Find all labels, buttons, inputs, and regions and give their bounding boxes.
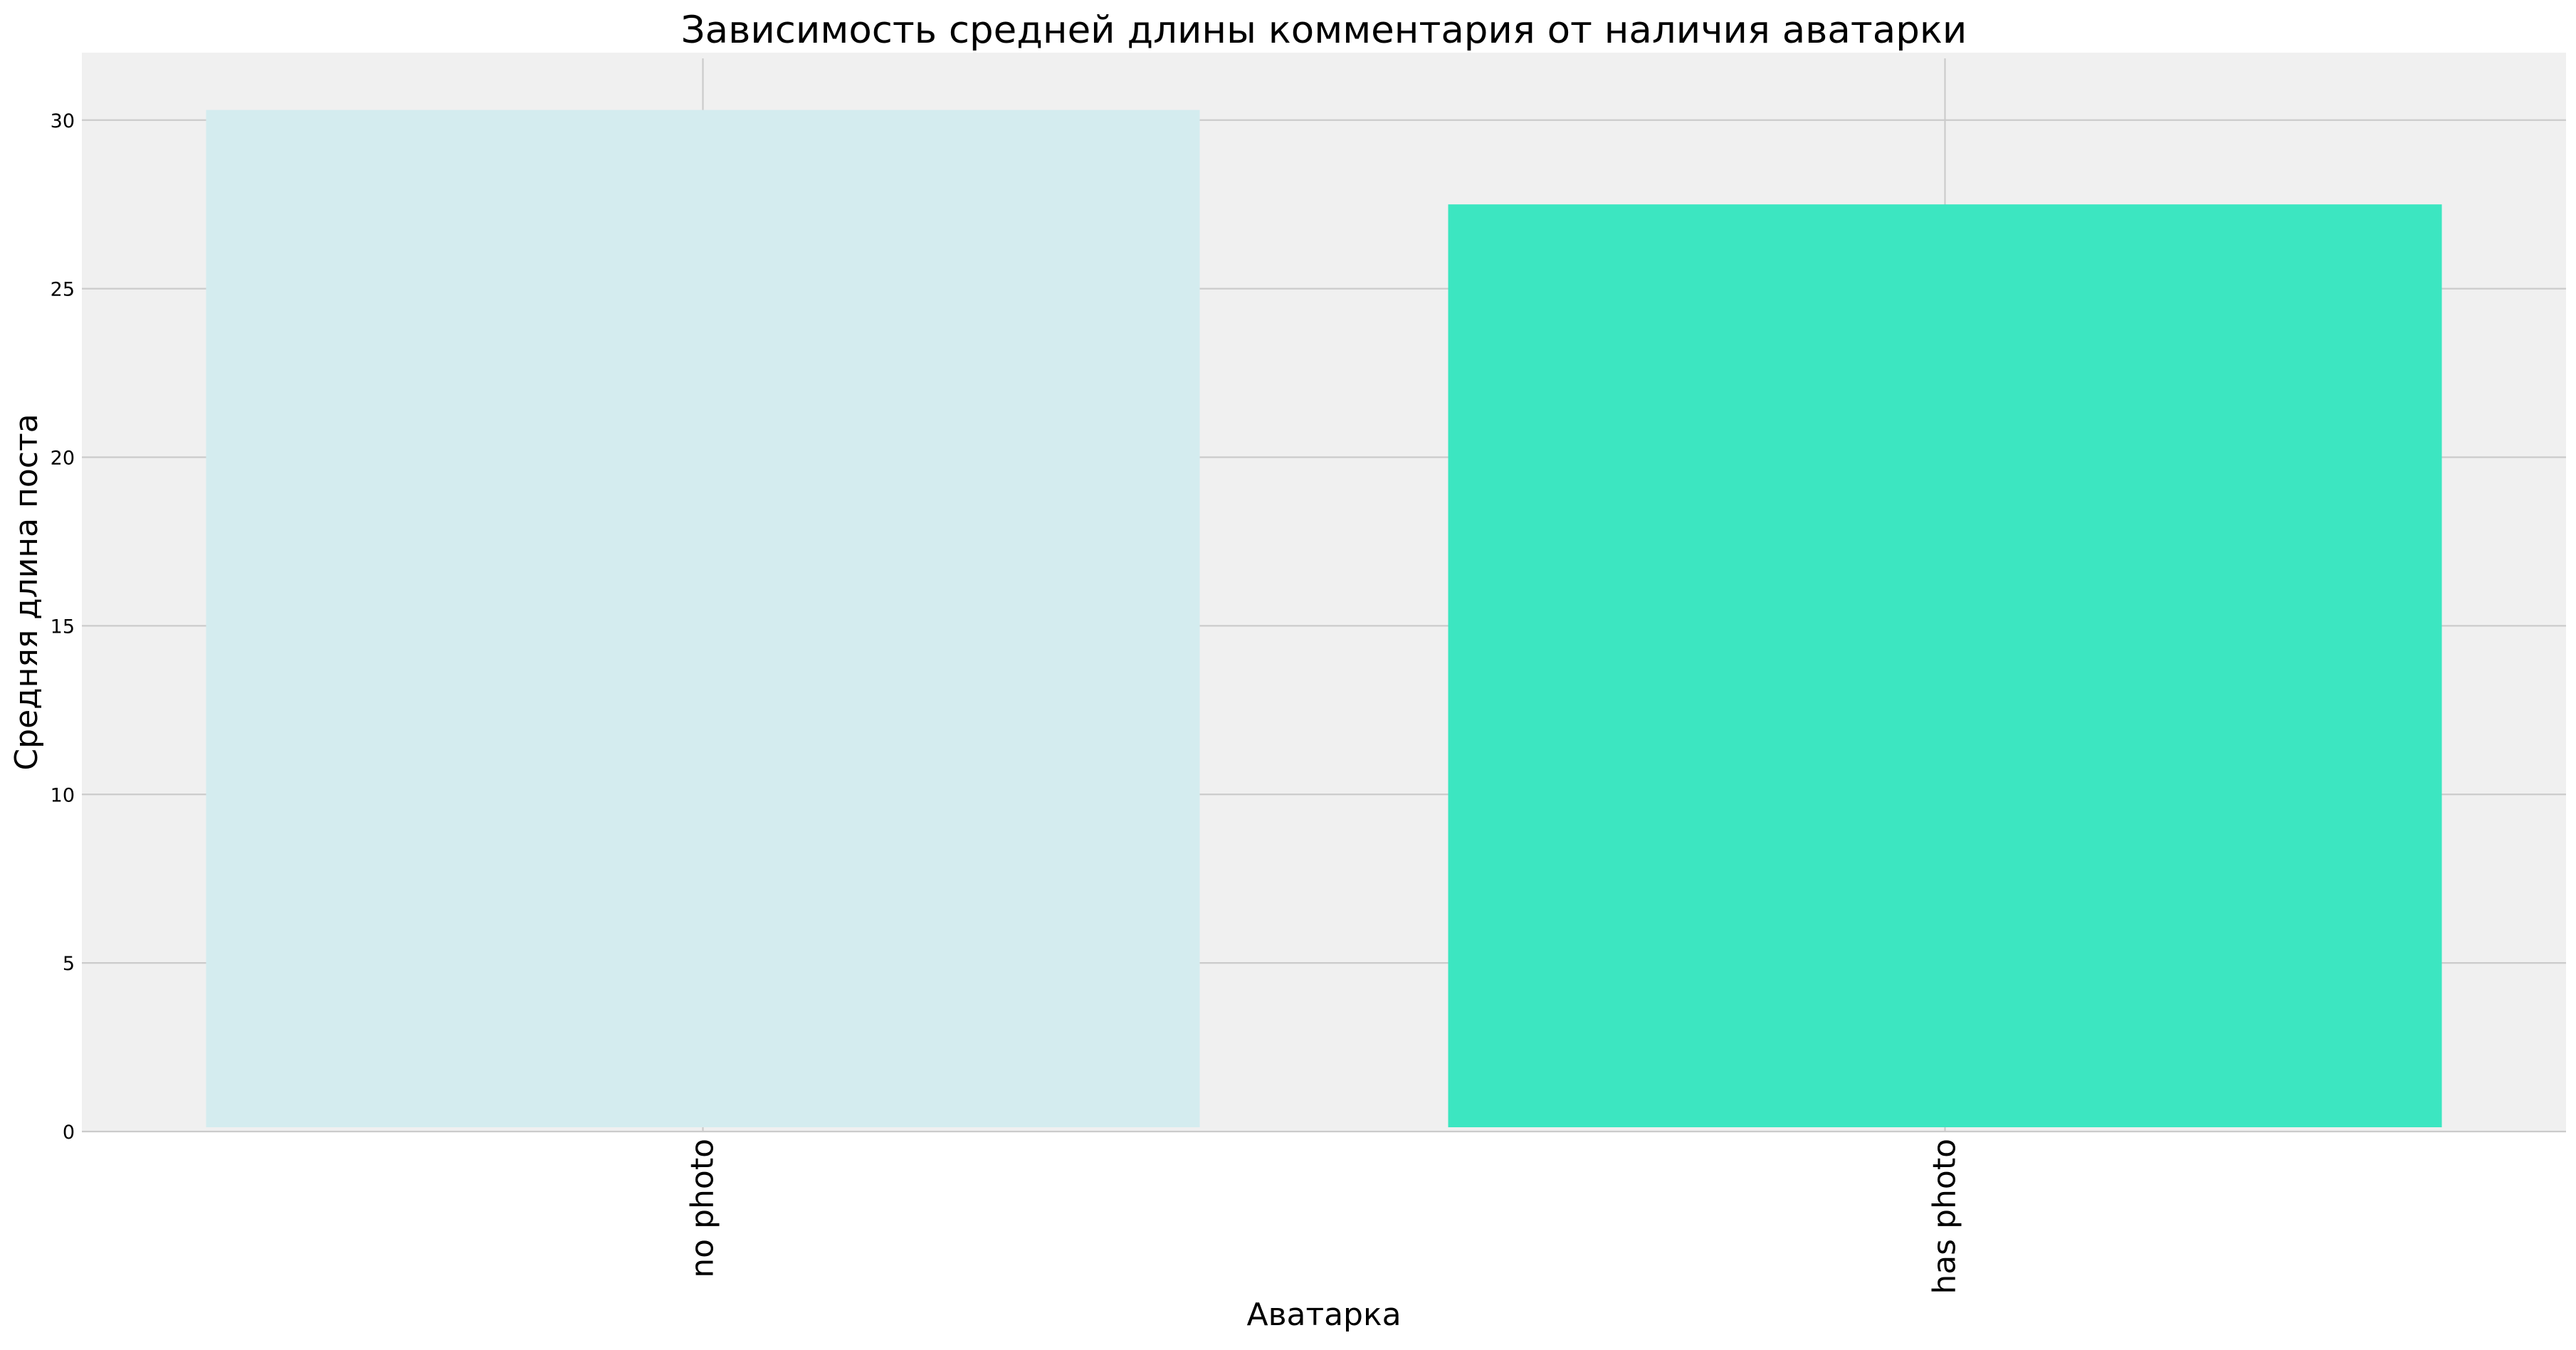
- y-axis-label: Средняя длина поста: [9, 413, 45, 770]
- x-axis-ticks: no photo has photo: [685, 1139, 1963, 1294]
- y-tick-label: 5: [63, 953, 75, 975]
- bar-has-photo: [1448, 204, 2442, 1127]
- y-tick-label: 30: [51, 110, 75, 132]
- x-tick-label: has photo: [1927, 1139, 1963, 1294]
- y-tick-label: 25: [51, 279, 75, 301]
- y-tick-label: 10: [51, 784, 75, 806]
- chart-title: Зависимость средней длины комментария от…: [681, 9, 1967, 52]
- y-axis-ticks: 0 5 10 15 20 25 30: [51, 110, 75, 1144]
- y-tick-label: 20: [51, 448, 75, 470]
- x-tick-label: no photo: [685, 1139, 721, 1278]
- x-axis-label: Аватарка: [1246, 1297, 1401, 1333]
- bars: [206, 110, 2442, 1128]
- y-tick-label: 0: [63, 1122, 75, 1144]
- bar-no-photo: [206, 110, 1200, 1128]
- y-tick-label: 15: [51, 616, 75, 638]
